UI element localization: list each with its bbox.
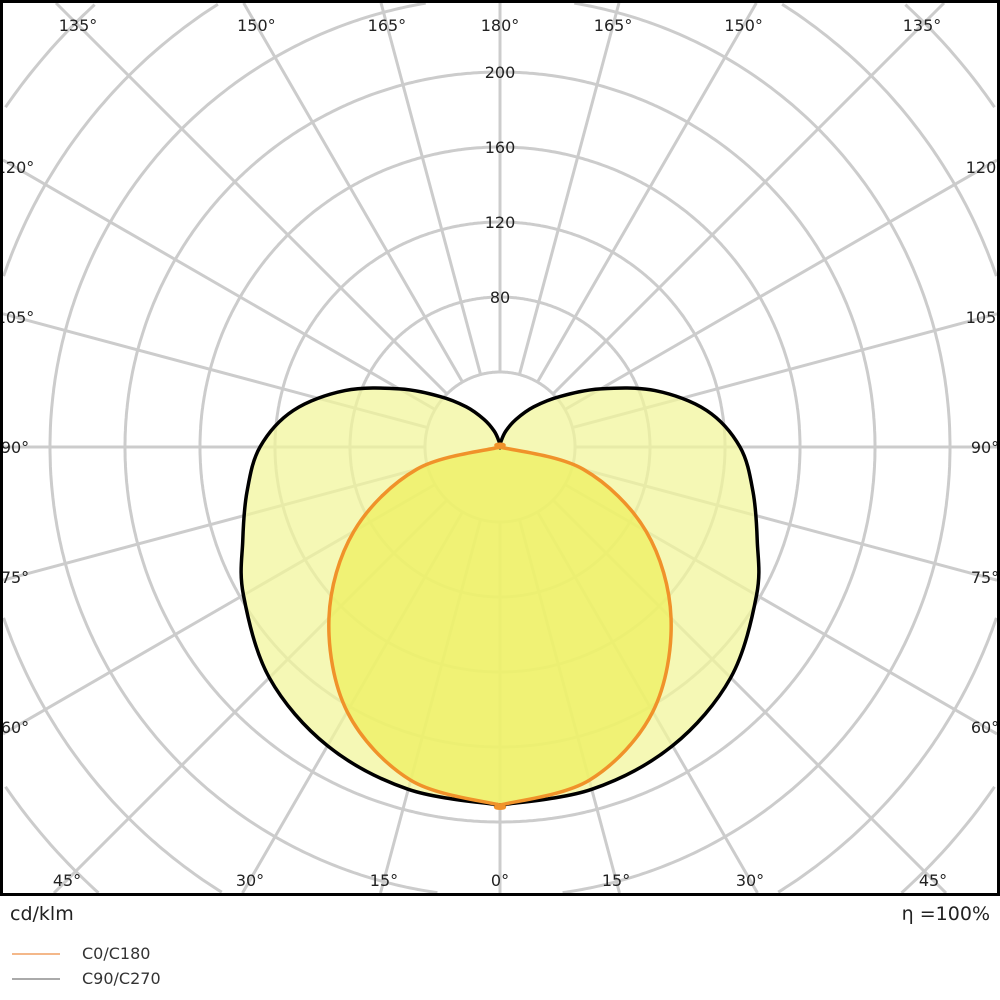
angle-label: 60°	[1, 718, 29, 737]
efficiency-label: η =100%	[901, 903, 990, 925]
plot-frame	[0, 0, 1000, 896]
angle-label: 135°	[903, 16, 942, 35]
grid-spoke	[2, 158, 436, 411]
angle-label: 15°	[602, 871, 630, 890]
angle-label: 165°	[368, 16, 407, 35]
legend-swatch	[12, 952, 60, 955]
angle-label: 105°	[0, 308, 34, 327]
angle-label: 45°	[919, 871, 947, 890]
angle-label: 75°	[1, 568, 29, 587]
angle-label: 120°	[966, 158, 1000, 177]
angle-label: 165°	[594, 16, 633, 35]
grid-ring	[2, 2, 998, 894]
radial-tick-label: 120	[485, 213, 516, 232]
angle-label: 15°	[370, 871, 398, 890]
angle-label: 60°	[971, 718, 999, 737]
c0-curve	[327, 442, 673, 810]
angle-label: 75°	[971, 568, 999, 587]
grid-spoke	[54, 1, 449, 396]
angle-label: 90°	[971, 438, 999, 457]
grid-spoke	[242, 2, 464, 383]
radial-tick-label: 80	[490, 288, 510, 307]
angle-label: 0°	[491, 871, 509, 890]
legend-label: C0/C180	[82, 944, 151, 963]
legend-item-c90: C90/C270	[12, 969, 161, 988]
angle-label: 30°	[236, 871, 264, 890]
legend-swatch	[12, 977, 60, 980]
grid-ring	[48, 1, 952, 895]
angle-label: 120°	[0, 158, 34, 177]
radial-tick-label: 160	[485, 138, 516, 157]
angle-label: 105°	[966, 308, 1000, 327]
c0-fill	[328, 444, 672, 809]
angle-label: 45°	[53, 871, 81, 890]
unit-label: cd/klm	[10, 903, 74, 925]
grid-spoke	[551, 1, 946, 396]
legend-label: C90/C270	[82, 969, 161, 988]
angle-label: 135°	[59, 16, 98, 35]
grid-spoke	[379, 2, 483, 375]
grid-ring	[4, 3, 996, 895]
grid-spoke	[564, 158, 998, 411]
grid-spoke	[536, 2, 758, 383]
legend-item-c0: C0/C180	[12, 944, 150, 963]
angle-label: 150°	[237, 16, 276, 35]
angle-label: 30°	[736, 871, 764, 890]
angle-label: 150°	[724, 16, 763, 35]
radial-tick-label: 200	[485, 63, 516, 82]
grid-spoke	[517, 2, 621, 375]
angle-label: 180°	[481, 16, 520, 35]
angle-label: 90°	[1, 438, 29, 457]
